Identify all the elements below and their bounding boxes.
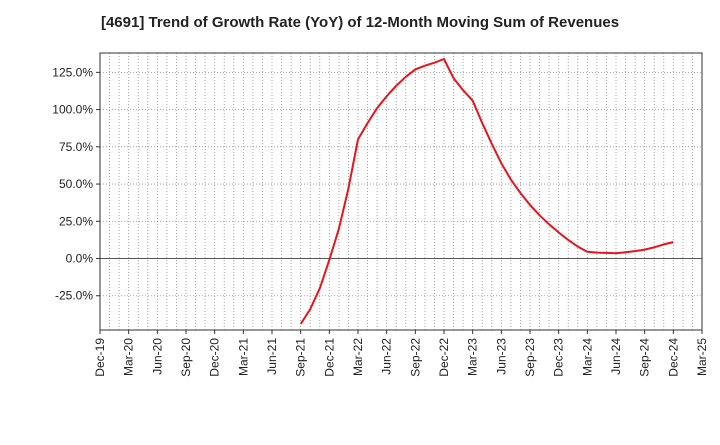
y-tick-label: 75.0% (59, 140, 93, 154)
x-tick-label: Dec-24 (666, 338, 680, 377)
x-tick-label: Sep-20 (179, 338, 193, 377)
x-tick-label: Dec-21 (322, 338, 336, 377)
y-tick-label: 0.0% (66, 252, 94, 266)
x-tick-label: Mar-21 (236, 338, 250, 376)
x-tick-label: Dec-19 (93, 338, 107, 377)
x-tick-label: Sep-24 (638, 338, 652, 377)
series-line (299, 58, 674, 325)
x-tick-label: Jun-20 (150, 338, 164, 375)
y-tick-label: 50.0% (59, 177, 93, 191)
x-tick-label: Mar-23 (466, 338, 480, 376)
x-tick-label: Sep-23 (523, 338, 537, 377)
x-tick-label: Dec-23 (552, 338, 566, 377)
x-tick-label: Jun-21 (265, 338, 279, 375)
y-tick-label: 25.0% (59, 214, 93, 228)
y-tick-label: -25.0% (55, 289, 93, 303)
x-tick-label: Mar-20 (122, 338, 136, 376)
x-tick-label: Dec-20 (208, 338, 222, 377)
x-tick-label: Jun-24 (609, 338, 623, 375)
plot-area-frame (99, 52, 703, 331)
chart-title: [4691] Trend of Growth Rate (YoY) of 12-… (100, 14, 620, 31)
x-tick-label: Mar-22 (351, 338, 365, 376)
x-tick-label: Mar-25 (695, 338, 709, 376)
x-tick-label: Jun-23 (494, 338, 508, 375)
x-tick-label: Jun-22 (380, 338, 394, 375)
x-tick-label: Mar-24 (580, 338, 594, 376)
x-tick-label: Sep-21 (294, 338, 308, 377)
x-tick-label: Dec-22 (437, 338, 451, 377)
y-tick-label: 100.0% (52, 103, 93, 117)
x-tick-label: Sep-22 (408, 338, 422, 377)
y-tick-label: 125.0% (52, 65, 93, 79)
